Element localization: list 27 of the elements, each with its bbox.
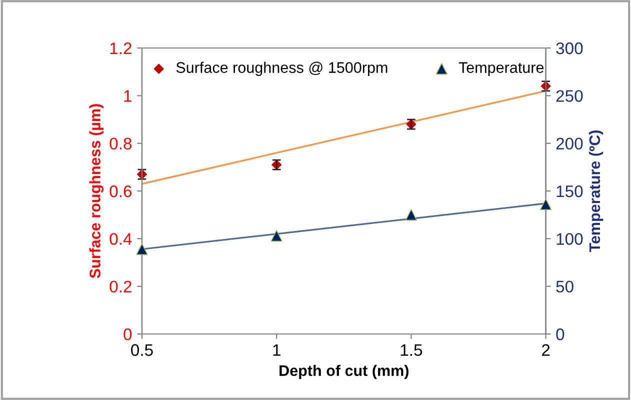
legend-label: Temperature [458, 62, 544, 76]
x-tick-label: 1 [273, 344, 280, 356]
y-tick-label: 0.8 [110, 138, 132, 150]
y2-tick-label: 0 [556, 328, 564, 340]
y-tick-label: 0.6 [110, 185, 132, 198]
y2-tick-label: 300 [556, 42, 583, 54]
y2-tick-label: 250 [556, 90, 583, 102]
y-tick-label: 0.4 [110, 233, 132, 245]
legend-label: Surface roughness @ 1500rpm [176, 62, 388, 76]
y2-axis-title: Temperature (ºC) [588, 130, 604, 252]
y-tick-label: 1 [124, 90, 132, 102]
x-tick-label: 1.5 [400, 344, 422, 356]
y2-tick-label: 200 [556, 138, 583, 150]
y2-tick-label: 100 [556, 233, 583, 245]
point [405, 209, 417, 221]
y2-tick-label: 150 [556, 185, 583, 198]
y-axis-title: Surface roughness (µm) [89, 104, 104, 278]
y-tick-label: 1.2 [110, 42, 132, 54]
x-tick-label: 2 [542, 344, 550, 356]
x-axis-title: Depth of cut (mm) [280, 364, 408, 380]
y-tick-label: 0.2 [110, 280, 132, 293]
point [136, 243, 148, 255]
x-tick-label: 0.5 [131, 344, 153, 356]
point [540, 198, 552, 210]
y2-tick-label: 50 [556, 280, 574, 293]
point [270, 230, 282, 242]
y-tick-label: 0 [124, 328, 132, 340]
